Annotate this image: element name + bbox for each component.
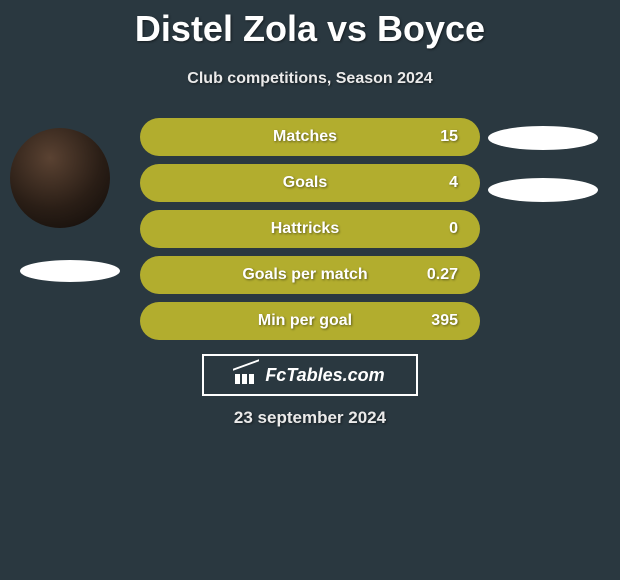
decor-ellipse-right-2 <box>488 178 598 202</box>
stat-label: Matches <box>162 128 408 146</box>
date-text: 23 september 2024 <box>0 408 620 428</box>
stat-bar-goals: Goals 4 <box>140 164 480 202</box>
fctables-icon <box>235 366 259 384</box>
stat-value: 0.27 <box>408 266 458 284</box>
stat-bar-min-per-goal: Min per goal 395 <box>140 302 480 340</box>
player-avatar-left <box>10 128 110 228</box>
stat-bar-matches: Matches 15 <box>140 118 480 156</box>
stat-label: Goals per match <box>162 266 408 284</box>
stat-label: Min per goal <box>162 312 408 330</box>
stat-value: 4 <box>408 174 458 192</box>
decor-ellipse-left <box>20 260 120 282</box>
logo-text: FcTables.com <box>265 365 384 386</box>
logo-box: FcTables.com <box>202 354 418 396</box>
stat-value: 0 <box>408 220 458 238</box>
stat-label: Hattricks <box>162 220 408 238</box>
page-subtitle: Club competitions, Season 2024 <box>0 70 620 88</box>
stat-value: 15 <box>408 128 458 146</box>
stat-value: 395 <box>408 312 458 330</box>
stat-bar-goals-per-match: Goals per match 0.27 <box>140 256 480 294</box>
stat-bar-hattricks: Hattricks 0 <box>140 210 480 248</box>
page-title: Distel Zola vs Boyce <box>0 0 620 50</box>
stat-bars: Matches 15 Goals 4 Hattricks 0 Goals per… <box>140 118 480 348</box>
decor-ellipse-right-1 <box>488 126 598 150</box>
stat-label: Goals <box>162 174 408 192</box>
